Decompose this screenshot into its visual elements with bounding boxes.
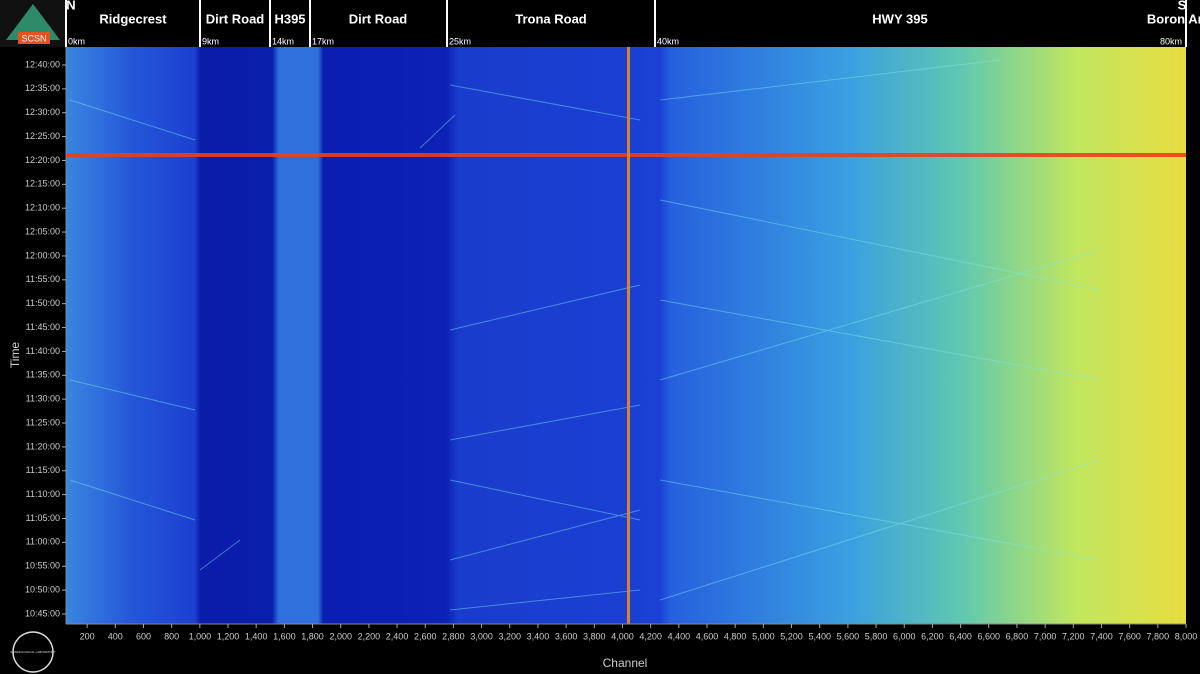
y-tick-label: 11:40:00 bbox=[26, 346, 60, 356]
x-tick-label: 1,600 bbox=[273, 631, 296, 641]
x-tick-label: 3,800 bbox=[583, 631, 606, 641]
x-tick-label: 2,800 bbox=[442, 631, 465, 641]
segment-label: Ridgecrest bbox=[99, 11, 167, 26]
distance-mark: 9km bbox=[202, 36, 219, 46]
x-tick-label: 5,400 bbox=[808, 631, 831, 641]
y-tick-label: 12:35:00 bbox=[25, 83, 60, 93]
x-tick-label: 3,400 bbox=[527, 631, 550, 641]
direction-label: N bbox=[66, 0, 75, 12]
x-tick-label: 4,000 bbox=[611, 631, 634, 641]
x-tick-label: 4,800 bbox=[724, 631, 747, 641]
x-tick-label: 3,000 bbox=[470, 631, 493, 641]
segment-label: Dirt Road bbox=[206, 11, 265, 26]
distance-mark: 40km bbox=[657, 36, 679, 46]
segment-label: Trona Road bbox=[515, 11, 587, 26]
distance-mark: 80km bbox=[1160, 36, 1182, 46]
channel-line bbox=[627, 47, 630, 624]
y-tick-label: 11:55:00 bbox=[26, 274, 60, 284]
segment-label: Boron Area bbox=[1147, 11, 1200, 26]
x-tick-label: 5,800 bbox=[865, 631, 888, 641]
x-tick-label: 800 bbox=[164, 631, 179, 641]
segment-dividers bbox=[65, 0, 1187, 47]
x-tick-label: 4,600 bbox=[696, 631, 719, 641]
x-tick-label: 5,000 bbox=[752, 631, 775, 641]
x-tick-label: 4,200 bbox=[639, 631, 662, 641]
y-tick-label: 11:00:00 bbox=[26, 537, 60, 547]
y-tick-label: 11:30:00 bbox=[26, 394, 60, 404]
x-tick-label: 6,800 bbox=[1006, 631, 1029, 641]
x-tick-label: 3,200 bbox=[499, 631, 522, 641]
x-tick-label: 7,000 bbox=[1034, 631, 1057, 641]
y-tick-label: 12:05:00 bbox=[25, 226, 60, 236]
direction-label: S bbox=[1178, 0, 1187, 12]
y-tick-label: 12:40:00 bbox=[25, 59, 60, 69]
y-tick-label: 11:15:00 bbox=[26, 465, 60, 475]
distance-mark: 0km bbox=[68, 36, 85, 46]
x-tick-label: 5,200 bbox=[780, 631, 803, 641]
x-tick-label: 7,800 bbox=[1147, 631, 1170, 641]
segment-label: HWY 395 bbox=[872, 11, 927, 26]
logo-band bbox=[18, 32, 50, 44]
y-tick-label: 11:05:00 bbox=[26, 513, 60, 523]
x-tick-label: 6,600 bbox=[978, 631, 1001, 641]
y-tick-label: 11:35:00 bbox=[26, 370, 60, 380]
y-tick-label: 12:20:00 bbox=[25, 155, 60, 165]
x-tick-label: 3,600 bbox=[555, 631, 578, 641]
x-tick-label: 1,400 bbox=[245, 631, 268, 641]
seal-text: SEISMOLOGICAL LABORATORY bbox=[10, 650, 56, 654]
y-axis-label: Time bbox=[8, 342, 22, 369]
y-tick-label: 12:30:00 bbox=[25, 107, 60, 117]
x-tick-label: 8,000 bbox=[1175, 631, 1198, 641]
distance-mark: 17km bbox=[312, 36, 334, 46]
y-tick-label: 12:15:00 bbox=[25, 179, 60, 189]
y-tick-label: 10:50:00 bbox=[25, 584, 60, 594]
heatmap bbox=[66, 47, 1186, 624]
x-tick-label: 200 bbox=[80, 631, 95, 641]
y-tick-label: 11:45:00 bbox=[26, 322, 60, 332]
x-tick-label: 1,800 bbox=[301, 631, 324, 641]
y-tick-label: 11:10:00 bbox=[26, 489, 60, 499]
x-tick-label: 2,400 bbox=[386, 631, 409, 641]
y-tick-label: 12:25:00 bbox=[25, 131, 60, 141]
x-tick-label: 400 bbox=[108, 631, 123, 641]
x-tick-label: 1,000 bbox=[189, 631, 212, 641]
y-tick-label: 11:20:00 bbox=[26, 441, 60, 451]
x-axis-label: Channel bbox=[603, 656, 648, 670]
x-tick-label: 2,200 bbox=[358, 631, 381, 641]
x-tick-label: 2,600 bbox=[414, 631, 437, 641]
y-tick-label: 11:50:00 bbox=[26, 298, 60, 308]
y-tick-label: 12:00:00 bbox=[25, 250, 60, 260]
distance-mark: 14km bbox=[272, 36, 294, 46]
x-tick-label: 1,200 bbox=[217, 631, 240, 641]
x-tick-label: 7,400 bbox=[1090, 631, 1113, 641]
x-tick-label: 7,600 bbox=[1118, 631, 1141, 641]
y-tick-label: 10:45:00 bbox=[25, 608, 60, 618]
y-tick-label: 10:55:00 bbox=[25, 561, 60, 571]
logo-mark bbox=[6, 4, 60, 40]
x-tick-label: 6,200 bbox=[921, 631, 944, 641]
x-tick-label: 5,600 bbox=[837, 631, 860, 641]
y-tick-label: 12:10:00 bbox=[25, 203, 60, 213]
y-tick-label: 11:25:00 bbox=[26, 417, 60, 427]
x-tick-label: 7,200 bbox=[1062, 631, 1085, 641]
x-tick-label: 4,400 bbox=[668, 631, 691, 641]
segment-label: H395 bbox=[274, 11, 305, 26]
logo-text: SCSN bbox=[21, 33, 46, 43]
x-tick-label: 6,400 bbox=[949, 631, 972, 641]
traffic-streaks bbox=[69, 59, 1101, 611]
x-tick-label: 2,000 bbox=[329, 631, 352, 641]
x-tick-label: 600 bbox=[136, 631, 151, 641]
x-tick-label: 6,000 bbox=[893, 631, 916, 641]
distance-mark: 25km bbox=[449, 36, 471, 46]
seal bbox=[12, 631, 54, 673]
event-line bbox=[66, 153, 1186, 157]
segment-label: Dirt Road bbox=[349, 11, 408, 26]
